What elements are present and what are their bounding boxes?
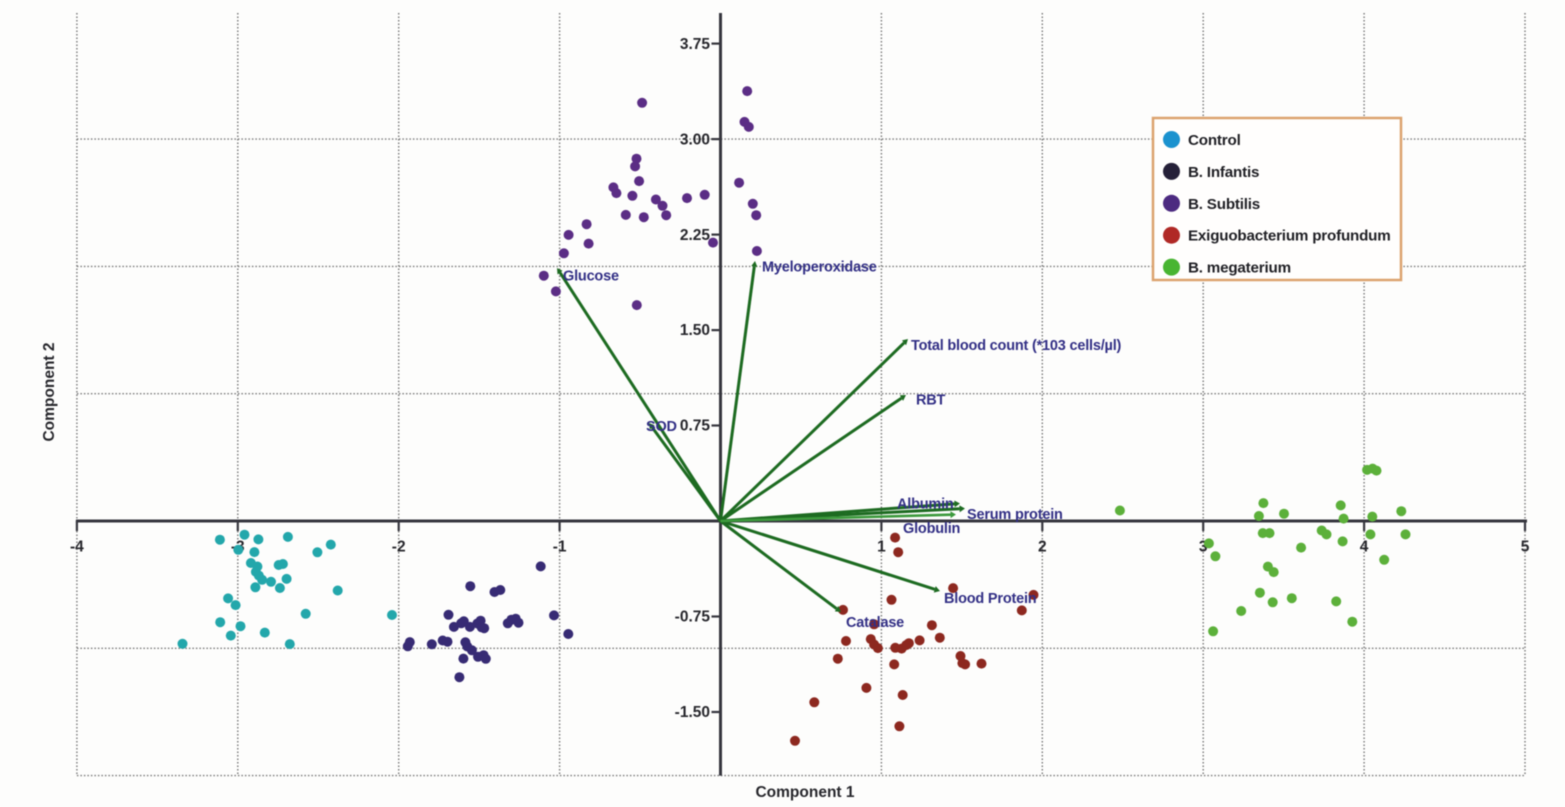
svg-text:B. megaterium: B. megaterium xyxy=(1188,260,1291,277)
svg-text:RBT: RBT xyxy=(916,393,946,409)
svg-text:5: 5 xyxy=(1521,539,1530,556)
svg-text:-4: -4 xyxy=(70,539,84,556)
svg-text:-1.50: -1.50 xyxy=(675,704,710,721)
svg-text:3.75: 3.75 xyxy=(680,36,711,53)
svg-text:B. Infantis: B. Infantis xyxy=(1188,164,1259,181)
svg-text:3.00: 3.00 xyxy=(680,131,710,148)
svg-text:2.25: 2.25 xyxy=(680,227,711,244)
svg-text:Myeloperoxidase: Myeloperoxidase xyxy=(762,260,877,276)
svg-text:0.75: 0.75 xyxy=(680,418,711,435)
svg-text:4: 4 xyxy=(1360,539,1369,556)
svg-text:Serum protein: Serum protein xyxy=(967,507,1063,523)
svg-text:Component 1: Component 1 xyxy=(755,784,854,801)
svg-text:-1: -1 xyxy=(553,539,567,556)
svg-text:2: 2 xyxy=(1038,539,1047,556)
svg-text:Globulin: Globulin xyxy=(903,521,960,537)
svg-text:Glucose: Glucose xyxy=(563,269,619,285)
svg-text:SOD: SOD xyxy=(646,419,677,435)
svg-text:Total blood count (*103 cells/: Total blood count (*103 cells/µl) xyxy=(911,338,1122,354)
svg-text:1: 1 xyxy=(877,539,886,556)
svg-text:Control: Control xyxy=(1188,132,1241,149)
svg-text:B. Subtilis: B. Subtilis xyxy=(1188,196,1260,213)
svg-text:Component 2: Component 2 xyxy=(41,342,58,441)
svg-text:Albumin: Albumin xyxy=(897,497,954,513)
svg-text:3: 3 xyxy=(1199,539,1208,556)
svg-text:Exiguobacterium profundum: Exiguobacterium profundum xyxy=(1188,228,1391,245)
svg-text:Blood Protein: Blood Protein xyxy=(944,591,1036,607)
svg-text:1.50: 1.50 xyxy=(680,322,710,339)
svg-text:Catalase: Catalase xyxy=(846,615,904,631)
svg-text:-2: -2 xyxy=(392,539,406,556)
svg-text:-0.75: -0.75 xyxy=(675,609,711,626)
